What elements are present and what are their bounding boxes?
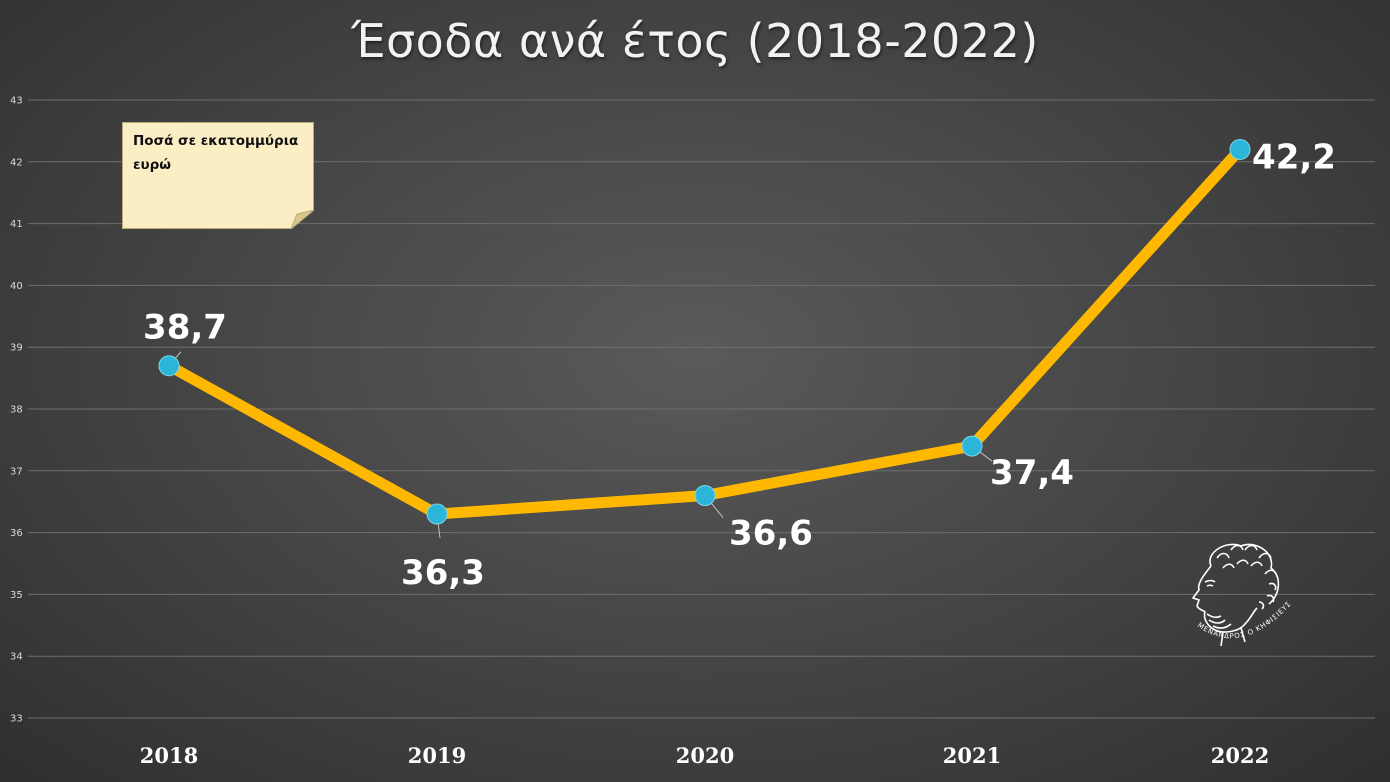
data-label: 36,3: [401, 553, 485, 593]
x-tick-label: 2019: [408, 743, 466, 768]
menander-seal-logo: ΜΕΝΑΝΔΡΟΣ Ο ΚΗΦΙΣΙΕΥΣ: [1191, 543, 1292, 647]
units-note: Ποσά σε εκατομμύρια ευρώ: [122, 122, 314, 229]
units-note-text: Ποσά σε εκατομμύρια ευρώ: [133, 133, 299, 173]
data-point: [694, 485, 716, 507]
data-label: 37,4: [990, 453, 1074, 493]
x-tick-label: 2020: [676, 743, 734, 768]
y-axis-ticks: 33 34 35 36 37 38 39 40 41 42 43: [10, 96, 23, 725]
x-tick-label: 2022: [1211, 743, 1269, 768]
x-tick-label: 2021: [943, 743, 1001, 768]
data-point: [158, 355, 180, 377]
y-tick-label: 35: [10, 590, 23, 601]
x-axis-labels: 2018 2019 2020 2021 2022: [140, 743, 1269, 768]
data-point: [1229, 138, 1251, 160]
markers: [158, 138, 1251, 525]
data-labels: 38,7 36,3 36,6 37,4 42,2: [143, 137, 1336, 593]
data-point: [961, 435, 983, 457]
y-tick-label: 42: [10, 157, 23, 168]
y-tick-label: 38: [10, 405, 23, 416]
y-tick-label: 34: [10, 652, 23, 663]
data-label: 42,2: [1252, 137, 1336, 177]
data-label: 36,6: [729, 514, 813, 554]
data-point: [426, 503, 448, 525]
series-line: [163, 143, 1246, 520]
y-tick-label: 40: [10, 281, 23, 292]
note-fold-corner: [291, 210, 314, 229]
y-tick-label: 39: [10, 343, 23, 354]
series-line-layer: [163, 143, 1246, 520]
y-tick-label: 36: [10, 528, 23, 539]
data-label: 38,7: [143, 308, 227, 348]
y-tick-label: 43: [10, 96, 23, 107]
x-tick-label: 2018: [140, 743, 198, 768]
y-tick-label: 41: [10, 219, 23, 230]
leader-lines: [168, 351, 993, 539]
y-tick-label: 37: [10, 466, 23, 477]
chart-title: Έσοδα ανά έτος (2018-2022): [351, 14, 1039, 68]
y-tick-label: 33: [10, 714, 23, 725]
